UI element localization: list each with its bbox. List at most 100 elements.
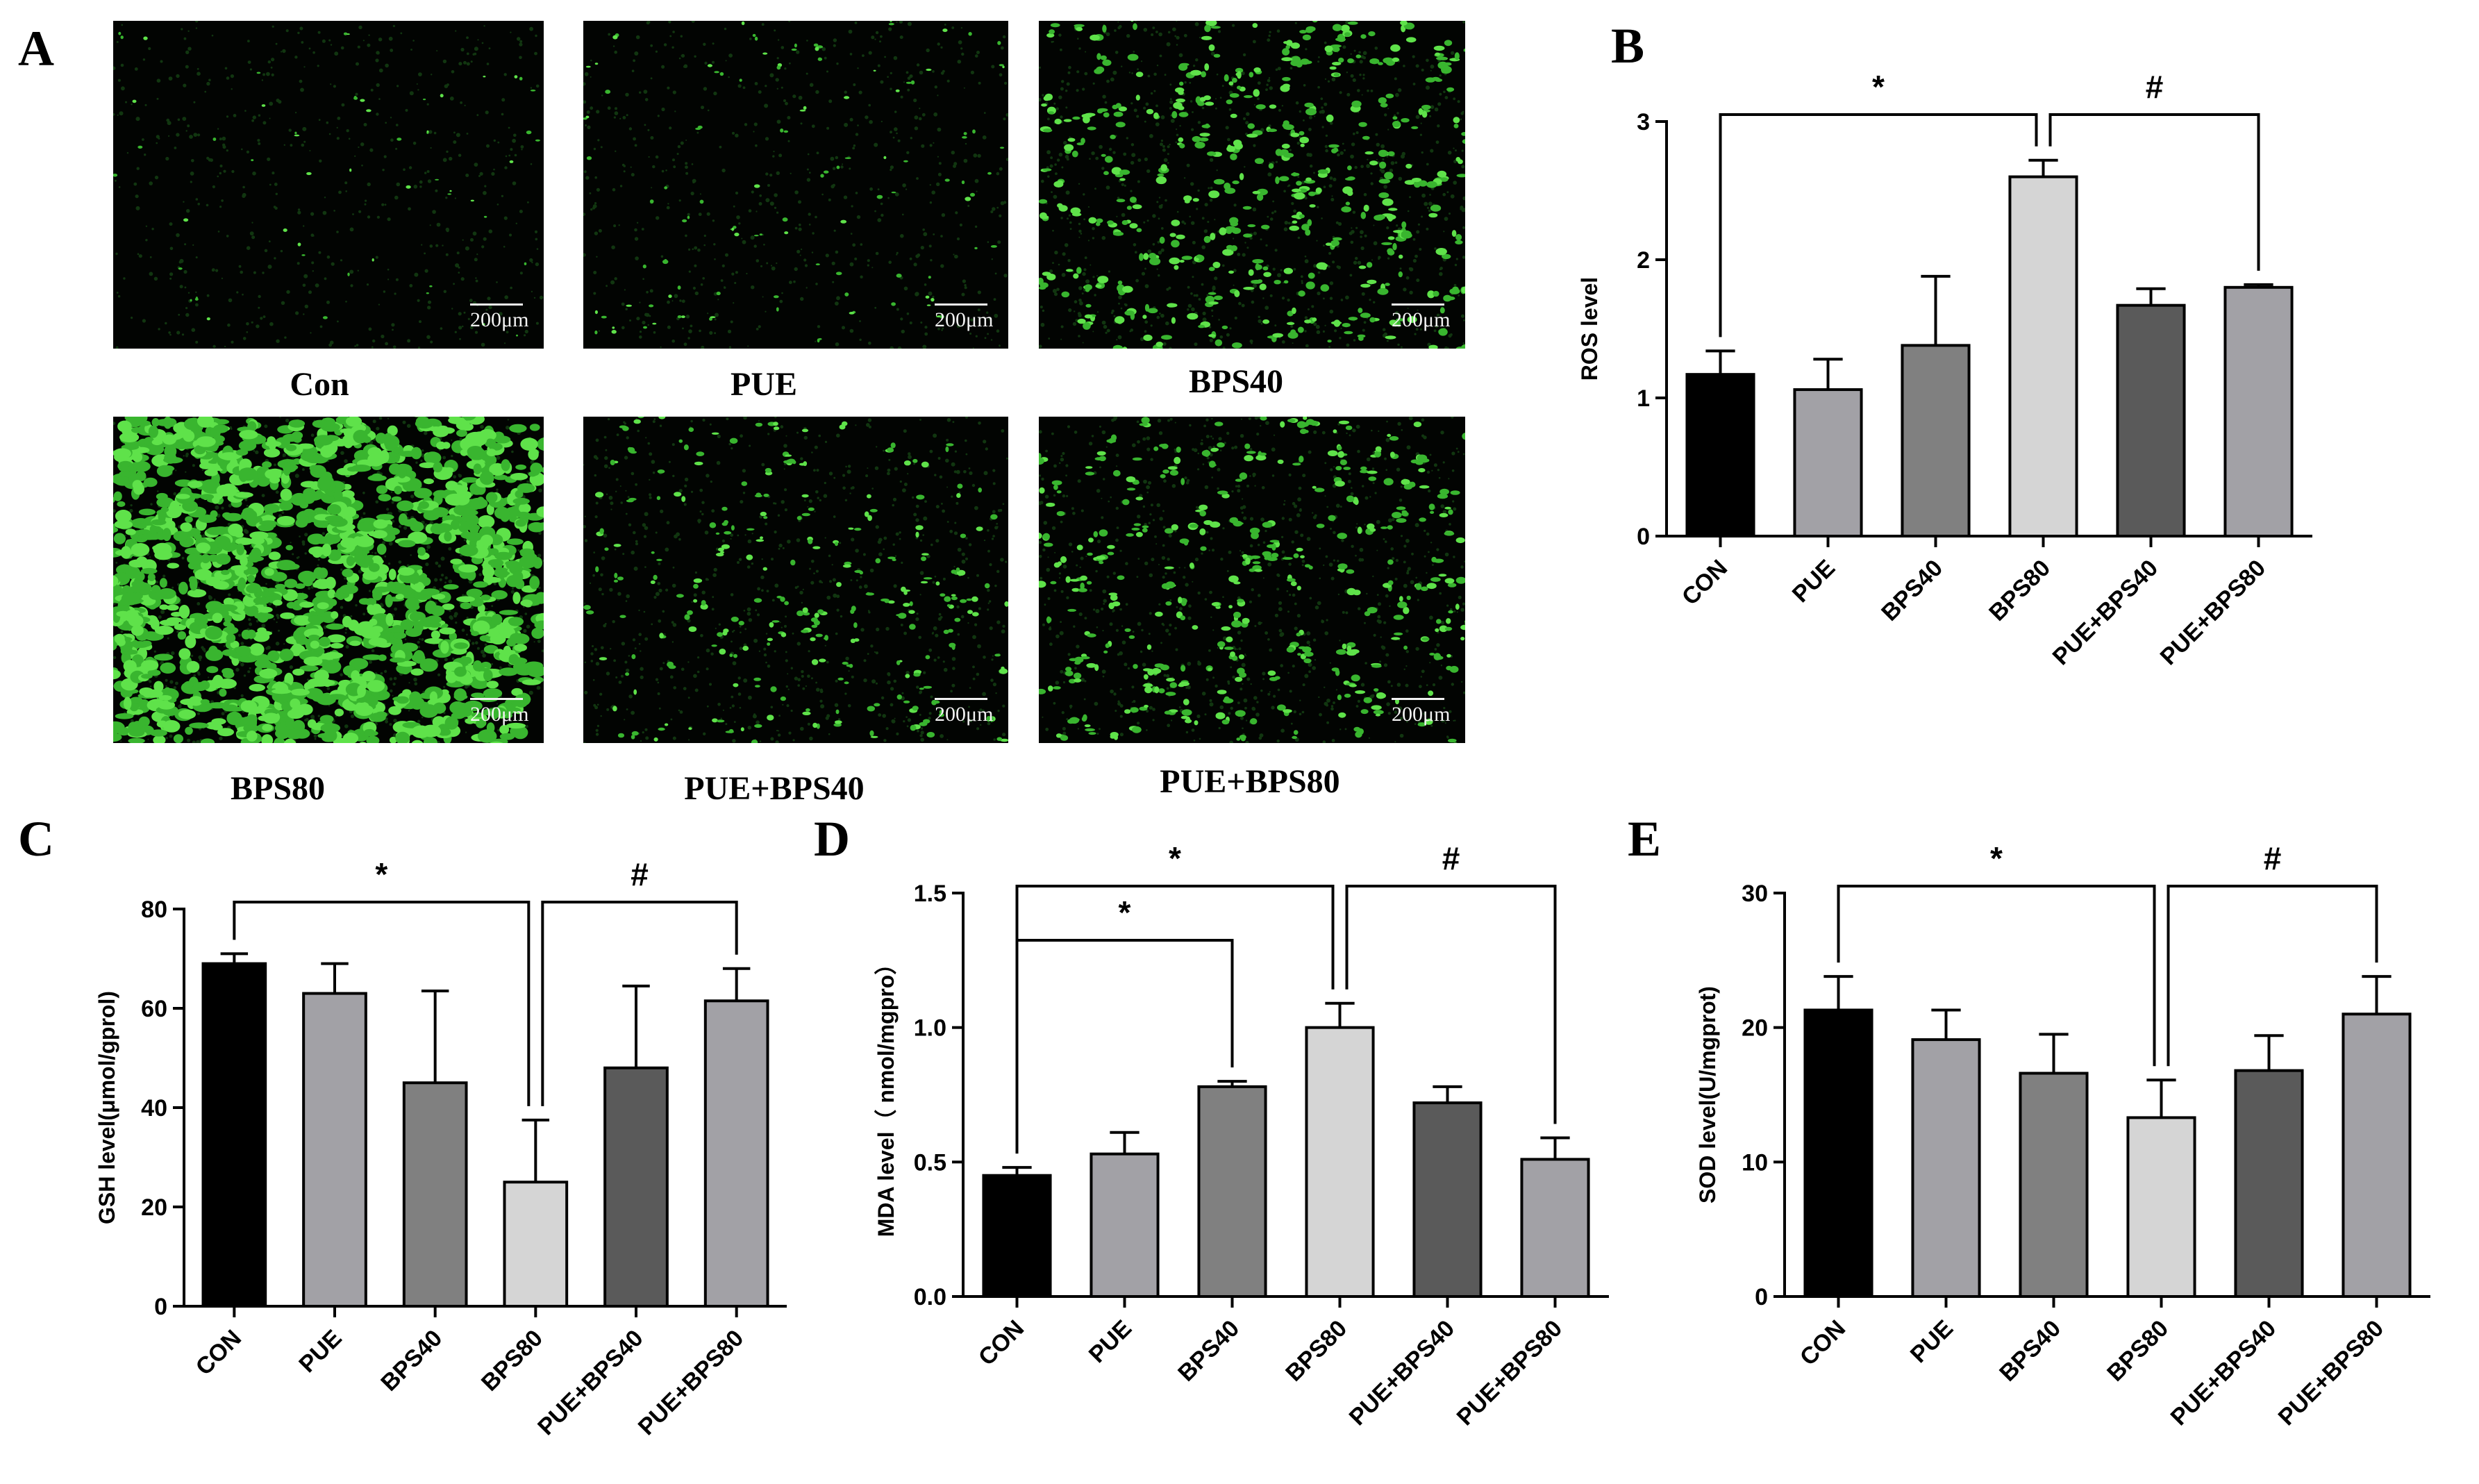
significance-bracket	[234, 902, 528, 1106]
bar-con	[1687, 374, 1753, 536]
fluorescence-image	[583, 417, 1008, 743]
x-tick-label: PUE	[294, 1325, 347, 1378]
x-tick-label: BPS80	[2102, 1315, 2173, 1387]
x-tick-label: BPS40	[1876, 555, 1948, 626]
x-tick-label: BPS80	[1984, 555, 2055, 626]
significance-marker: #	[1442, 840, 1460, 876]
bar-bps40	[404, 1083, 467, 1306]
x-tick-label: PUE+BPS80	[633, 1325, 749, 1441]
x-tick-label: PUE+BPS40	[2166, 1315, 2282, 1431]
scale-bar-label: 200μm	[1392, 704, 1444, 725]
bar-bps40	[1902, 345, 1969, 536]
micrograph-label-pue: PUE	[556, 368, 972, 401]
panel-letter-e: E	[1628, 814, 1661, 864]
x-tick-label: PUE+BPS40	[533, 1325, 649, 1441]
significance-marker: *	[1872, 69, 1885, 105]
bar-con	[1805, 1010, 1871, 1297]
bar-pue	[1091, 1154, 1158, 1297]
significance-marker: *	[1990, 840, 2003, 876]
bar-pue-bps80	[706, 1001, 768, 1306]
x-tick-label: PUE+BPS80	[2155, 555, 2271, 671]
significance-bracket	[1839, 886, 2155, 1066]
micrograph-label-bps40: BPS40	[1028, 365, 1444, 399]
y-axis-label: MDA level（ nmol/mgpro）	[874, 953, 899, 1237]
x-tick-label: PUE+BPS80	[1452, 1315, 1568, 1431]
y-tick-label: 3	[1637, 109, 1650, 135]
micrograph-label-pue-bps80: PUE+BPS80	[1042, 765, 1458, 799]
bar-pue-bps40	[2117, 306, 2184, 536]
x-tick-label: CON	[1677, 555, 1733, 610]
bar-pue-bps40	[2235, 1071, 2302, 1297]
y-tick-label: 0.5	[914, 1149, 946, 1176]
bar-pue-bps80	[1521, 1159, 1588, 1297]
y-axis-label: ROS level	[1577, 277, 1602, 381]
micrograph-label-con: Con	[111, 368, 528, 401]
bar-pue	[1912, 1040, 1979, 1297]
significance-bracket	[1017, 886, 1333, 1153]
significance-bracket	[1721, 115, 2037, 337]
scale-bar: 200μm	[470, 303, 523, 331]
significance-bracket	[2051, 115, 2259, 271]
x-tick-label: CON	[1795, 1315, 1851, 1371]
bar-pue-bps80	[2343, 1014, 2410, 1297]
x-tick-label: PUE+BPS40	[1344, 1315, 1460, 1431]
bar-pue-bps40	[605, 1068, 667, 1306]
bar-pue	[1794, 390, 1861, 536]
micrograph-pue-bps80: 200μm	[1039, 417, 1465, 743]
micrograph-con: 200μm	[113, 21, 544, 349]
x-tick-label: BPS40	[376, 1325, 447, 1397]
significance-bracket	[1347, 886, 1555, 1124]
fluorescence-image	[113, 417, 544, 743]
bar-bps80	[2010, 177, 2076, 536]
micrograph-pue: 200μm	[583, 21, 1008, 349]
y-tick-label: 2	[1637, 247, 1650, 274]
micrograph-label-pue-bps40: PUE+BPS40	[566, 772, 983, 806]
y-tick-label: 40	[141, 1095, 167, 1122]
y-tick-label: 30	[1742, 881, 1768, 907]
x-tick-label: PUE+BPS80	[2273, 1315, 2389, 1431]
x-tick-label: PUE	[1905, 1315, 1958, 1368]
scale-bar-label: 200μm	[470, 704, 523, 725]
panel-letter-d: D	[814, 814, 850, 864]
y-tick-label: 60	[141, 996, 167, 1022]
micrograph-bps40: 200μm	[1039, 21, 1465, 349]
y-axis-label: GSH level(μmol/gprol)	[94, 991, 119, 1224]
significance-marker: *	[1169, 840, 1181, 876]
x-tick-label: BPS40	[1994, 1315, 2066, 1387]
scale-bar-label: 200μm	[935, 310, 987, 331]
fluorescence-image	[1039, 417, 1465, 743]
bar-con	[203, 964, 265, 1306]
scale-bar: 200μm	[1392, 303, 1444, 331]
y-tick-label: 0	[154, 1294, 167, 1320]
x-tick-label: BPS80	[476, 1325, 548, 1397]
y-tick-label: 1.0	[914, 1015, 946, 1042]
bar-con	[983, 1176, 1050, 1297]
panel-letter-a: A	[18, 24, 54, 74]
y-tick-label: 20	[1742, 1015, 1768, 1042]
scale-bar-label: 200μm	[1392, 310, 1444, 331]
x-tick-label: BPS80	[1280, 1315, 1352, 1387]
x-tick-label: PUE	[1084, 1315, 1137, 1368]
fluorescence-image	[1039, 21, 1465, 349]
x-tick-label: PUE+BPS40	[2048, 555, 2164, 671]
bar-pue-bps40	[1414, 1103, 1480, 1297]
significance-marker: #	[631, 856, 649, 892]
panel-letter-c: C	[18, 814, 54, 864]
y-tick-label: 1	[1637, 385, 1650, 412]
fluorescence-image	[113, 21, 544, 349]
bar-bps40	[1199, 1087, 1265, 1297]
bar-bps40	[2020, 1074, 2087, 1297]
y-tick-label: 20	[141, 1194, 167, 1221]
y-tick-label: 10	[1742, 1149, 1768, 1176]
x-tick-label: BPS40	[1173, 1315, 1244, 1387]
bar-pue-bps80	[2225, 287, 2292, 536]
y-tick-label: 80	[141, 897, 167, 923]
